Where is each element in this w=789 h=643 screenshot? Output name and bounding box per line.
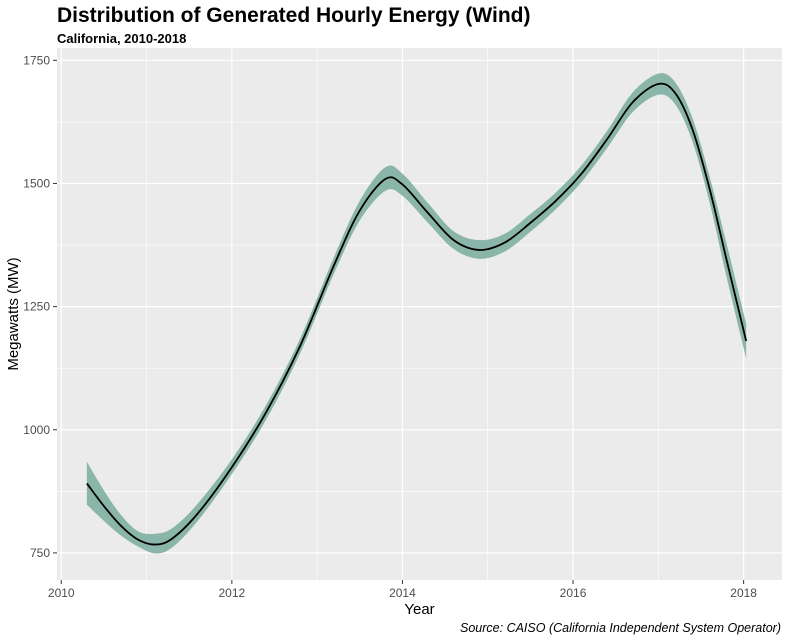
axis-ticks	[53, 59, 745, 584]
x-tick-label: 2012	[219, 586, 246, 600]
y-tick-label: 1750	[23, 53, 50, 67]
plot-panel	[57, 48, 782, 580]
y-tick-label: 1500	[23, 176, 50, 190]
major-gridlines	[57, 48, 782, 580]
y-tick-label: 750	[30, 546, 50, 560]
x-tick-label: 2016	[560, 586, 587, 600]
y-tick-label: 1250	[23, 300, 50, 314]
y-tick-label: 1000	[23, 423, 50, 437]
x-axis-title: Year	[404, 601, 434, 618]
axis-tick-labels: 2010 2012 2014 2016 2018 750 1000 1250 1500 1750	[23, 53, 757, 600]
x-tick-label: 2018	[730, 586, 757, 600]
confidence-ribbon	[86, 73, 747, 554]
chart-title: Distribution of Generated Hourly Energy …	[57, 4, 531, 27]
y-axis-title: Megawatts (MW)	[5, 257, 22, 370]
x-tick-label: 2014	[389, 586, 416, 600]
smooth-trend-line	[86, 82, 748, 546]
chart-subtitle: California, 2010-2018	[57, 31, 187, 46]
x-tick-label: 2010	[48, 586, 75, 600]
chart-caption: Source: CAISO (California Independent Sy…	[460, 621, 781, 635]
minor-gridlines	[57, 48, 782, 580]
